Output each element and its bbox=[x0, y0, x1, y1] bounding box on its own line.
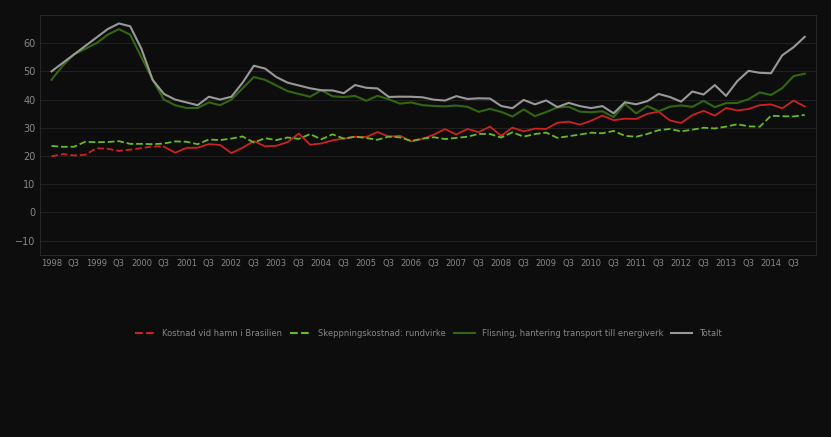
Legend: Kostnad vid hamn i Brasilien, Skeppningskostnad: rundvirke, Flisning, hantering : Kostnad vid hamn i Brasilien, Skeppnings… bbox=[131, 326, 725, 341]
